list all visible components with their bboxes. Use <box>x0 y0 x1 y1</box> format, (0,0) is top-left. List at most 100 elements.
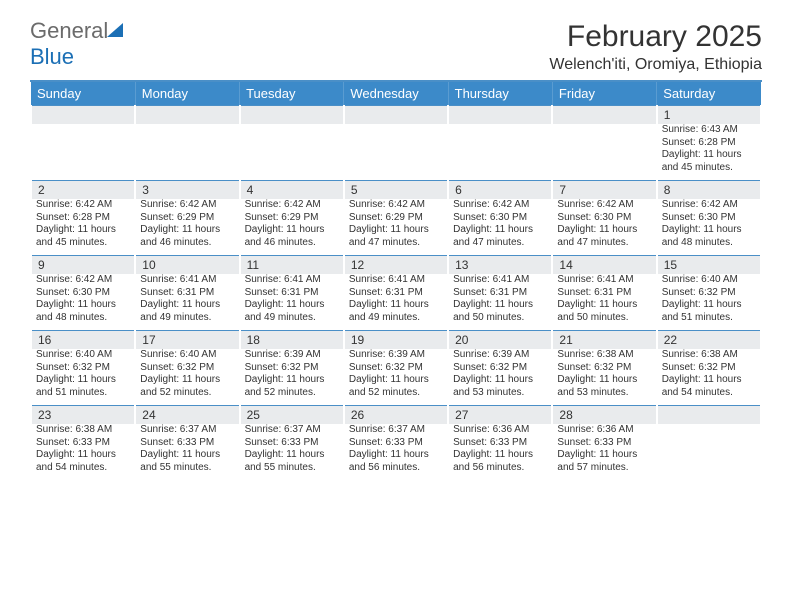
daynum-cell: 2 <box>31 181 135 200</box>
day-cell: Sunrise: 6:40 AMSunset: 6:32 PMDaylight:… <box>135 349 239 406</box>
daynum-cell: 17 <box>135 331 239 350</box>
day-cell: Sunrise: 6:40 AMSunset: 6:32 PMDaylight:… <box>31 349 135 406</box>
daylight-line: Daylight: 11 hours and 50 minutes. <box>557 299 651 324</box>
day-header-mon: Monday <box>135 82 239 106</box>
day-cell: Sunrise: 6:38 AMSunset: 6:32 PMDaylight:… <box>657 349 761 406</box>
sunset-line: Sunset: 6:29 PM <box>140 212 234 225</box>
sunset-line: Sunset: 6:32 PM <box>36 362 130 375</box>
daynum-cell: 18 <box>240 331 344 350</box>
day-cell <box>448 124 552 181</box>
sunrise-line: Sunrise: 6:38 AM <box>662 349 756 362</box>
sunrise-line: Sunrise: 6:41 AM <box>245 274 339 287</box>
daynum-cell: 23 <box>31 406 135 425</box>
location-subtitle: Welench'iti, Oromiya, Ethiopia <box>30 56 762 74</box>
day-cell: Sunrise: 6:43 AMSunset: 6:28 PMDaylight:… <box>657 124 761 181</box>
daynum-cell: 6 <box>448 181 552 200</box>
daynum-row: 16171819202122 <box>31 331 761 350</box>
sunrise-line: Sunrise: 6:41 AM <box>140 274 234 287</box>
daylight-line: Daylight: 11 hours and 51 minutes. <box>662 299 756 324</box>
daynum-cell: 15 <box>657 256 761 275</box>
sunrise-line: Sunrise: 6:41 AM <box>557 274 651 287</box>
day-cell: Sunrise: 6:42 AMSunset: 6:29 PMDaylight:… <box>135 199 239 256</box>
sunset-line: Sunset: 6:31 PM <box>245 287 339 300</box>
logo: General Blue <box>30 18 124 70</box>
sunrise-line: Sunrise: 6:42 AM <box>36 274 130 287</box>
sunrise-line: Sunrise: 6:40 AM <box>36 349 130 362</box>
daynum-cell <box>31 106 135 125</box>
sunset-line: Sunset: 6:30 PM <box>662 212 756 225</box>
daylight-line: Daylight: 11 hours and 52 minutes. <box>140 374 234 399</box>
day-cell: Sunrise: 6:42 AMSunset: 6:29 PMDaylight:… <box>344 199 448 256</box>
sunset-line: Sunset: 6:33 PM <box>349 437 443 450</box>
daynum-cell <box>344 106 448 125</box>
daynum-cell: 22 <box>657 331 761 350</box>
sunrise-line: Sunrise: 6:39 AM <box>453 349 547 362</box>
daynum-cell: 21 <box>552 331 656 350</box>
sunset-line: Sunset: 6:33 PM <box>36 437 130 450</box>
daylight-line: Daylight: 11 hours and 55 minutes. <box>140 449 234 474</box>
sunset-line: Sunset: 6:30 PM <box>453 212 547 225</box>
daynum-cell <box>448 106 552 125</box>
daylight-line: Daylight: 11 hours and 54 minutes. <box>36 449 130 474</box>
daynum-cell: 28 <box>552 406 656 425</box>
daynum-cell: 27 <box>448 406 552 425</box>
daynum-cell: 19 <box>344 331 448 350</box>
sunrise-line: Sunrise: 6:42 AM <box>453 199 547 212</box>
day-cell: Sunrise: 6:42 AMSunset: 6:30 PMDaylight:… <box>657 199 761 256</box>
sunrise-line: Sunrise: 6:40 AM <box>662 274 756 287</box>
daylight-line: Daylight: 11 hours and 53 minutes. <box>453 374 547 399</box>
daynum-row: 1 <box>31 106 761 125</box>
sunset-line: Sunset: 6:30 PM <box>557 212 651 225</box>
sunset-line: Sunset: 6:33 PM <box>557 437 651 450</box>
sunrise-line: Sunrise: 6:38 AM <box>557 349 651 362</box>
day-header-thu: Thursday <box>448 82 552 106</box>
daylight-line: Daylight: 11 hours and 56 minutes. <box>349 449 443 474</box>
daylight-line: Daylight: 11 hours and 47 minutes. <box>349 224 443 249</box>
sunrise-line: Sunrise: 6:36 AM <box>453 424 547 437</box>
daylight-line: Daylight: 11 hours and 54 minutes. <box>662 374 756 399</box>
sunset-line: Sunset: 6:31 PM <box>140 287 234 300</box>
sunset-line: Sunset: 6:32 PM <box>662 362 756 375</box>
sunset-line: Sunset: 6:28 PM <box>36 212 130 225</box>
daynum-cell: 13 <box>448 256 552 275</box>
sunset-line: Sunset: 6:31 PM <box>557 287 651 300</box>
sunrise-line: Sunrise: 6:42 AM <box>36 199 130 212</box>
info-row: Sunrise: 6:38 AMSunset: 6:33 PMDaylight:… <box>31 424 761 480</box>
day-cell: Sunrise: 6:41 AMSunset: 6:31 PMDaylight:… <box>135 274 239 331</box>
daynum-cell: 3 <box>135 181 239 200</box>
daylight-line: Daylight: 11 hours and 45 minutes. <box>662 149 756 174</box>
daylight-line: Daylight: 11 hours and 57 minutes. <box>557 449 651 474</box>
day-cell <box>552 124 656 181</box>
day-cell: Sunrise: 6:38 AMSunset: 6:33 PMDaylight:… <box>31 424 135 480</box>
day-cell: Sunrise: 6:42 AMSunset: 6:28 PMDaylight:… <box>31 199 135 256</box>
day-cell: Sunrise: 6:41 AMSunset: 6:31 PMDaylight:… <box>448 274 552 331</box>
calendar-body: 1Sunrise: 6:43 AMSunset: 6:28 PMDaylight… <box>31 106 761 481</box>
day-cell: Sunrise: 6:41 AMSunset: 6:31 PMDaylight:… <box>552 274 656 331</box>
sunset-line: Sunset: 6:31 PM <box>349 287 443 300</box>
daynum-row: 9101112131415 <box>31 256 761 275</box>
sunset-line: Sunset: 6:29 PM <box>349 212 443 225</box>
sunrise-line: Sunrise: 6:43 AM <box>662 124 756 137</box>
day-cell <box>657 424 761 480</box>
day-header-tue: Tuesday <box>240 82 344 106</box>
daynum-cell: 1 <box>657 106 761 125</box>
day-cell: Sunrise: 6:39 AMSunset: 6:32 PMDaylight:… <box>240 349 344 406</box>
day-cell <box>344 124 448 181</box>
logo-word-general: General <box>30 18 108 43</box>
daylight-line: Daylight: 11 hours and 48 minutes. <box>662 224 756 249</box>
daylight-line: Daylight: 11 hours and 52 minutes. <box>349 374 443 399</box>
sunset-line: Sunset: 6:33 PM <box>453 437 547 450</box>
day-cell: Sunrise: 6:36 AMSunset: 6:33 PMDaylight:… <box>552 424 656 480</box>
daynum-cell: 9 <box>31 256 135 275</box>
day-cell: Sunrise: 6:41 AMSunset: 6:31 PMDaylight:… <box>240 274 344 331</box>
daynum-cell: 16 <box>31 331 135 350</box>
day-cell: Sunrise: 6:42 AMSunset: 6:30 PMDaylight:… <box>31 274 135 331</box>
daylight-line: Daylight: 11 hours and 52 minutes. <box>245 374 339 399</box>
day-cell: Sunrise: 6:36 AMSunset: 6:33 PMDaylight:… <box>448 424 552 480</box>
day-cell: Sunrise: 6:40 AMSunset: 6:32 PMDaylight:… <box>657 274 761 331</box>
sunset-line: Sunset: 6:29 PM <box>245 212 339 225</box>
day-cell: Sunrise: 6:38 AMSunset: 6:32 PMDaylight:… <box>552 349 656 406</box>
day-cell: Sunrise: 6:41 AMSunset: 6:31 PMDaylight:… <box>344 274 448 331</box>
day-cell: Sunrise: 6:39 AMSunset: 6:32 PMDaylight:… <box>448 349 552 406</box>
sunset-line: Sunset: 6:32 PM <box>140 362 234 375</box>
